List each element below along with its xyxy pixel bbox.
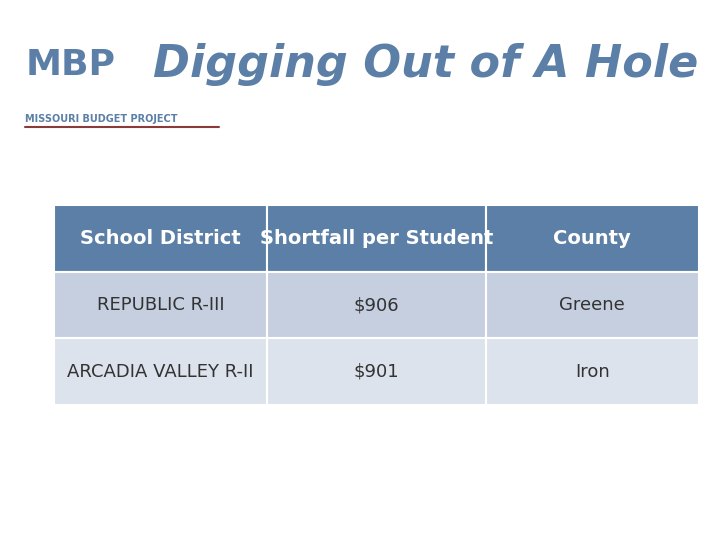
Text: ARCADIA VALLEY R-II: ARCADIA VALLEY R-II <box>67 363 253 381</box>
Text: $901: $901 <box>354 363 399 381</box>
FancyBboxPatch shape <box>54 272 267 339</box>
Text: Shortfall per Student: Shortfall per Student <box>260 229 493 248</box>
Text: School District: School District <box>80 229 240 248</box>
Text: Iron: Iron <box>575 363 610 381</box>
FancyBboxPatch shape <box>267 272 486 339</box>
Text: MISSOURI BUDGET PROJECT: MISSOURI BUDGET PROJECT <box>25 114 178 124</box>
Text: REPUBLIC R-III: REPUBLIC R-III <box>96 296 224 314</box>
Text: Greene: Greene <box>559 296 625 314</box>
FancyBboxPatch shape <box>54 339 267 405</box>
Text: $906: $906 <box>354 296 399 314</box>
FancyBboxPatch shape <box>486 205 698 272</box>
Text: County: County <box>553 229 631 248</box>
FancyBboxPatch shape <box>267 339 486 405</box>
Text: MBP: MBP <box>25 48 115 82</box>
FancyBboxPatch shape <box>486 339 698 405</box>
FancyBboxPatch shape <box>486 272 698 339</box>
FancyBboxPatch shape <box>54 205 267 272</box>
Text: Digging Out of A Hole: Digging Out of A Hole <box>153 43 698 86</box>
FancyBboxPatch shape <box>267 205 486 272</box>
